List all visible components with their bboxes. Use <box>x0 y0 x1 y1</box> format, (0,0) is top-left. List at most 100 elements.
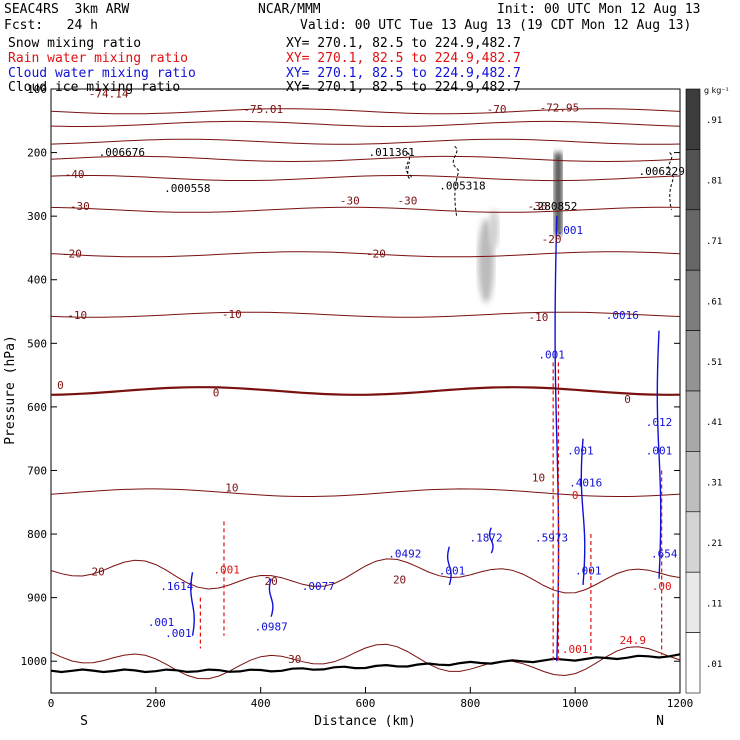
valid-label: Valid: 00 UTC Tue 13 Aug 13 (19 CDT Mon … <box>300 18 692 33</box>
forecast-label: Fcst: 24 h <box>4 18 98 33</box>
y-tick-label: 900 <box>27 592 47 605</box>
x-tick-label: 400 <box>251 697 271 710</box>
cloud-water-contour <box>446 546 452 586</box>
model-label: SEAC4RS 3km ARW <box>4 2 130 17</box>
surface-line <box>50 653 681 674</box>
init-label: Init: 00 UTC Mon 12 Aug 13 <box>497 2 701 17</box>
isotherm-label: 20 <box>92 565 105 578</box>
extremum-label: .280852 <box>531 200 577 213</box>
isotherm-label: -30 <box>70 200 90 213</box>
isotherm-label: 30 <box>288 653 301 666</box>
isotherm-20 <box>50 558 681 594</box>
isotherm-label: -10 <box>529 311 549 324</box>
x-axis-label: Distance (km) <box>314 714 416 729</box>
field-cloudwater-xy: XY= 270.1, 82.5 to 224.9,482.7 <box>286 66 521 81</box>
end-label-south: S <box>80 714 88 729</box>
extremum-label: .4016 <box>569 476 602 489</box>
isotherm-label: -72.95 <box>540 101 580 114</box>
isotherm-label: 20 <box>265 575 278 588</box>
extremum-label: .1614 <box>160 580 193 593</box>
y-tick-label: 300 <box>27 210 47 223</box>
extremum-label: .000558 <box>164 182 210 195</box>
cloud-water-contour <box>268 578 274 617</box>
extremum-label: .5973 <box>535 532 568 545</box>
extremum-label: .001 <box>213 563 240 576</box>
isotherm-label: -20 <box>366 247 386 260</box>
isotherm--70 <box>50 120 681 127</box>
colorbar-segment <box>685 149 701 211</box>
extremum-label: .012 <box>646 416 673 429</box>
field-cloudwater-name: Cloud water mixing ratio <box>8 66 196 81</box>
extremum-label: .001 <box>575 565 602 578</box>
colorbar-segment <box>685 269 701 331</box>
field-cloudice-name: Cloud ice mixing ratio <box>8 80 181 95</box>
colorbar-label: .41 <box>706 418 722 428</box>
y-tick-label: 400 <box>27 274 47 287</box>
contour-labels: -74.14 -75.01 -70 -72.95 -40 -30 -30 -30 -30 -20 -… <box>57 87 685 666</box>
colorbar-label: .51 <box>706 358 722 368</box>
extremum-label: .0016 <box>606 309 639 322</box>
extremum-label: .011361 <box>369 146 415 159</box>
x-tick-label: 800 <box>460 697 480 710</box>
extremum-label: .001 <box>148 616 175 629</box>
extremum-label: .001 <box>562 643 589 656</box>
colorbar-segment <box>685 571 701 633</box>
extremum-label: .001 <box>165 627 192 640</box>
colorbar-segment <box>685 511 701 573</box>
colorbar-unit: g kg⁻¹ <box>704 86 729 95</box>
isotherm-label: -30 <box>340 195 360 208</box>
isotherm-label: -74.14 <box>89 87 129 100</box>
isotherm-label: -10 <box>222 308 242 321</box>
cloud-water-contour <box>580 438 586 585</box>
extremum-label: .005318 <box>439 179 485 192</box>
cloud-water-contour <box>190 572 195 636</box>
x-tick-label: 1200 <box>667 697 694 710</box>
isotherm--75 <box>50 108 681 115</box>
isotherm-30 <box>50 643 681 680</box>
y-tick-label: 200 <box>27 147 47 160</box>
extremum-label: .001 <box>439 565 466 578</box>
extremum-label: .001 <box>557 224 584 237</box>
x-tick-label: 0 <box>48 697 55 710</box>
extremum-label: .001 <box>538 349 565 362</box>
isotherm--20 <box>50 251 681 258</box>
isotherm-label: 20 <box>393 574 406 587</box>
cloud-ice-contour <box>452 145 459 217</box>
isotherm--10 <box>50 311 681 318</box>
anvil-snow-shading-2 <box>488 208 499 249</box>
colorbar-label: .31 <box>706 479 722 489</box>
isotherm-label: -70 <box>487 103 507 116</box>
extremum-label: .006676 <box>99 146 145 159</box>
end-label-north: N <box>656 714 664 729</box>
x-tick-label: 600 <box>356 697 376 710</box>
isotherm-label: -10 <box>67 309 87 322</box>
colorbar-segment <box>685 88 701 150</box>
colorbar-label: .01 <box>706 660 722 670</box>
isotherm-label: -30 <box>527 200 547 213</box>
isotherm-label: 0 <box>57 379 64 392</box>
field-snow-name: Snow mixing ratio <box>8 36 142 51</box>
extremum-label: 24.9 <box>620 634 647 647</box>
isotherm--30 <box>50 206 681 213</box>
colorbar-label: .81 <box>706 177 722 187</box>
extremum-label: .006229 <box>638 165 684 178</box>
extremum-label: .654 <box>651 548 678 561</box>
colorbar-segment <box>685 451 701 513</box>
y-tick-label: 600 <box>27 401 47 414</box>
isotherm-label: 10 <box>225 481 238 494</box>
extremum-label: .001 <box>567 445 594 458</box>
temperature-contours <box>50 108 681 680</box>
extremum-label: 0 <box>572 489 579 502</box>
isotherm-label: -20 <box>542 233 562 246</box>
isotherm-0 <box>50 386 681 396</box>
isotherm-label: -20 <box>62 247 82 260</box>
field-cloudice-xy: XY= 270.1, 82.5 to 224.9,482.7 <box>286 80 521 95</box>
isotherm--60 <box>50 138 681 145</box>
extremum-label: .00 <box>652 580 672 593</box>
colorbar-label: .21 <box>706 539 722 549</box>
axes: 0 200 400 600 800 1000 12001002003004005006007… <box>21 83 694 710</box>
colorbar-label: .11 <box>706 599 722 609</box>
isotherm--50 <box>50 155 681 163</box>
colorbar-segment <box>685 390 701 452</box>
